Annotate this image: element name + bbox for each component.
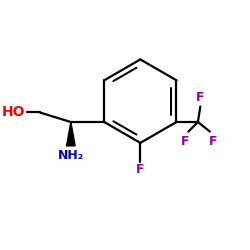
Text: NH₂: NH₂ xyxy=(58,149,84,162)
Text: HO: HO xyxy=(2,106,26,120)
Text: F: F xyxy=(209,135,218,148)
Text: F: F xyxy=(196,91,204,104)
Text: F: F xyxy=(136,163,144,176)
Polygon shape xyxy=(66,122,75,146)
Text: F: F xyxy=(180,135,189,148)
